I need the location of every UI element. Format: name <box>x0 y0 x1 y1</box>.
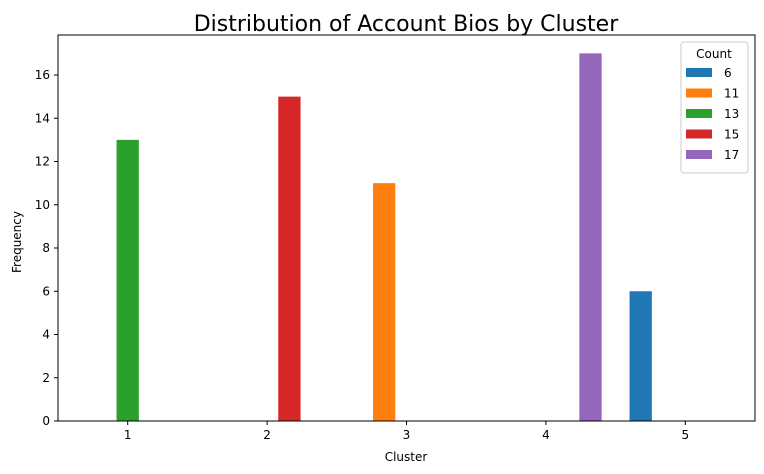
bar-cluster-5-count-6 <box>629 291 652 421</box>
x-tick-label: 2 <box>263 428 271 442</box>
x-axis-ticks: 1 2 3 4 5 <box>124 421 689 442</box>
y-axis-ticks: 0 2 4 6 8 10 12 14 16 <box>35 68 58 428</box>
bar-cluster-2-count-15 <box>278 96 301 421</box>
x-tick-label: 4 <box>542 428 550 442</box>
legend-swatch-6 <box>686 68 712 77</box>
bars-group <box>116 53 652 421</box>
legend-label-13: 13 <box>724 107 739 121</box>
y-tick-label: 8 <box>42 241 50 255</box>
legend-swatch-17 <box>686 150 712 159</box>
x-tick-label: 3 <box>403 428 411 442</box>
y-tick-label: 16 <box>35 68 50 82</box>
y-tick-label: 4 <box>42 328 50 342</box>
y-tick-label: 14 <box>35 111 50 125</box>
legend-items: 6 11 13 15 17 <box>686 66 739 162</box>
y-tick-label: 12 <box>35 155 50 169</box>
chart-title: Distribution of Account Bios by Cluster <box>194 12 619 37</box>
legend-label-15: 15 <box>724 128 739 142</box>
legend-label-6: 6 <box>724 66 732 80</box>
legend-swatch-15 <box>686 129 712 139</box>
y-tick-label: 0 <box>42 414 50 428</box>
y-tick-label: 10 <box>35 198 50 212</box>
bar-cluster-3-count-11 <box>373 183 396 421</box>
y-axis-label: Frequency <box>10 211 24 273</box>
legend: Count 6 11 13 15 17 <box>680 41 749 174</box>
legend-title: Count <box>696 47 732 61</box>
legend-swatch-13 <box>686 109 712 118</box>
legend-label-11: 11 <box>724 87 739 101</box>
x-tick-label: 1 <box>124 428 132 442</box>
y-tick-label: 2 <box>42 371 50 385</box>
x-tick-label: 5 <box>681 428 689 442</box>
legend-swatch-11 <box>686 88 712 98</box>
axes-frame <box>57 34 756 422</box>
y-tick-label: 6 <box>42 284 50 298</box>
bar-cluster-4-count-17 <box>579 53 602 421</box>
x-axis-label: Cluster <box>385 450 428 464</box>
bar-cluster-1-count-13 <box>116 139 139 421</box>
legend-label-17: 17 <box>724 148 739 162</box>
